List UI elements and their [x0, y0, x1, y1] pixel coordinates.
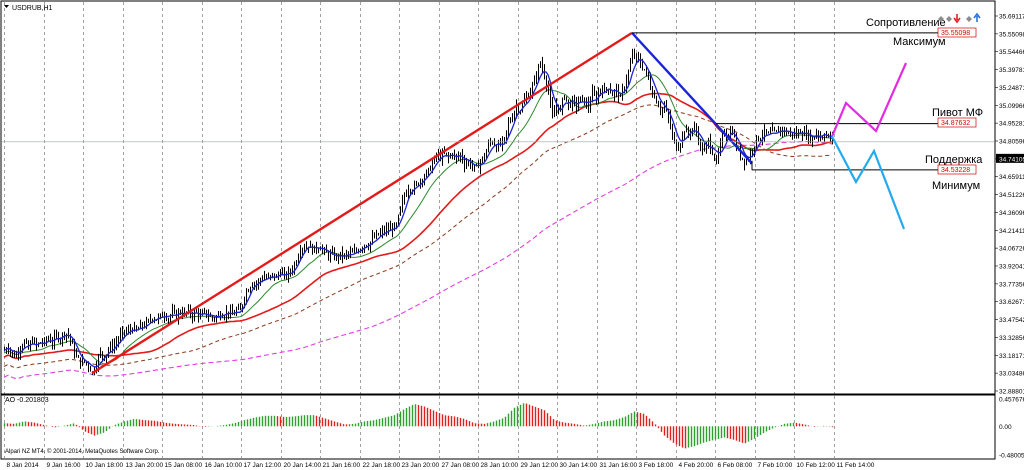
- time-tick-label: 11 Feb 14:00: [837, 462, 875, 469]
- time-tick-label: 6 Feb 08:00: [718, 462, 753, 469]
- ma-green-line: [3, 74, 833, 365]
- price-tick-label: 34.51226: [999, 192, 1024, 199]
- price-tick-label: 35.69117: [999, 14, 1024, 21]
- time-tick-label: 28 Jan 10:00: [481, 462, 519, 469]
- time-tick-label: 7 Feb 10:00: [758, 462, 793, 469]
- ma-red-line: [3, 92, 833, 360]
- time-tick-label: 4 Feb 20:00: [679, 462, 714, 469]
- price-tick-label: 35.54466: [999, 49, 1024, 56]
- main-window-border: [0, 0, 996, 395]
- awesome-oscillator: [3, 403, 834, 449]
- arrow-down-icon[interactable]: [953, 14, 961, 24]
- time-tick-label: 13 Jan 20:00: [126, 462, 164, 469]
- copyright-text: Alpari NZ MT4, © 2001-2014, MetaQuotes S…: [5, 448, 160, 455]
- price-tick-label: 34.65911: [999, 174, 1024, 181]
- price-tick-label: 34.36096: [999, 210, 1024, 217]
- price-tick-label: 34.80596: [999, 139, 1024, 146]
- level-box-resistance[interactable]: 35.55098: [937, 27, 977, 38]
- time-tick-label: 27 Jan 08:00: [442, 462, 480, 469]
- price-tick-label: 35.09966: [999, 103, 1024, 110]
- diamond-icon[interactable]: [946, 16, 952, 22]
- ma-brown-line: [3, 104, 833, 369]
- time-tick-label: 29 Jan 12:00: [521, 462, 559, 469]
- forecast-down-path: [831, 136, 906, 230]
- ao-tick-label: 0.00: [999, 424, 1012, 431]
- svg-text:35.55098: 35.55098: [941, 30, 970, 37]
- overlay-lines: [2, 31, 994, 375]
- axes: 8 Jan 2014 9 Jan 16:00 10 Jan 18:00 13 Jan …: [7, 14, 1024, 469]
- price-tick-label: 33.32856: [999, 335, 1024, 342]
- diamond-icon[interactable]: [966, 16, 972, 22]
- time-tick-label: 10 Jan 18:00: [86, 462, 124, 469]
- level-box-support[interactable]: 34.53228: [937, 164, 977, 175]
- resistance-label: Сопротивление: [866, 17, 946, 29]
- minimum-label: Минимум: [932, 180, 980, 192]
- svg-text:34.53228: 34.53228: [941, 167, 970, 174]
- time-tick-label: 21 Jan 16:00: [323, 462, 361, 469]
- time-tick-label: 9 Jan 16:00: [47, 462, 81, 469]
- time-tick-label: 16 Jan 10:00: [205, 462, 243, 469]
- price-tick-label: 35.39781: [999, 67, 1024, 74]
- price-tick-label: 34.95281: [999, 121, 1024, 128]
- price-tick-label: 35.55098: [999, 31, 1024, 38]
- time-tick-label: 17 Jan 12:00: [244, 462, 282, 469]
- time-tick-label: 10 Feb 12:00: [797, 462, 836, 469]
- time-tick-label: 3 Feb 18:00: [639, 462, 674, 469]
- symbol-title: USDRUB,H1: [12, 5, 53, 12]
- time-tick-label: 31 Jan 16:00: [600, 462, 638, 469]
- indicator-window-border: [0, 394, 996, 460]
- price-tick-label: 34.06726: [999, 246, 1024, 253]
- price-tick-label: 33.92041: [999, 264, 1024, 271]
- ma-magenta-line: [3, 141, 833, 380]
- price-tick-label: 33.77356: [999, 281, 1024, 288]
- ao-tick-label: 0.457676: [999, 397, 1024, 404]
- current-price-marker: [996, 153, 1024, 163]
- time-tick-label: 30 Jan 14:00: [560, 462, 598, 469]
- time-tick-label: 20 Jan 14:00: [284, 462, 322, 469]
- level-box-pivot[interactable]: 34.87632: [937, 117, 977, 128]
- time-tick-label: 23 Jan 20:00: [402, 462, 440, 469]
- price-tick-label: 33.03486: [999, 371, 1024, 378]
- diamond-icon[interactable]: [938, 16, 944, 22]
- moving-averages: [3, 74, 833, 380]
- price-tick-label: 34.21411: [999, 228, 1024, 235]
- time-tick-label: 22 Jan 18:00: [363, 462, 401, 469]
- arrow-up-icon[interactable]: [973, 12, 981, 22]
- support-label: Поддержка: [925, 154, 983, 166]
- pivot-label: Пивот МФ: [932, 107, 983, 119]
- time-tick-label: 15 Jan 08:00: [165, 462, 203, 469]
- ao-tick-label: -0.480052: [999, 453, 1024, 460]
- price-tick-label: 33.18171: [999, 353, 1024, 360]
- price-tick-label: 33.47542: [999, 317, 1024, 324]
- price-tick-label: 34.74105: [999, 156, 1024, 163]
- collapse-triangle-icon[interactable]: [4, 5, 9, 8]
- svg-text:34.87632: 34.87632: [941, 120, 970, 127]
- time-tick-label: 8 Jan 2014: [7, 462, 40, 469]
- uptrend-line: [91, 31, 633, 375]
- toolbar-icons: [938, 12, 981, 24]
- maximum-label: Максимум: [893, 36, 946, 48]
- price-tick-label: 33.62671: [999, 299, 1024, 306]
- price-tick-label: 32.88801: [999, 389, 1024, 396]
- indicator-title: AO -0.201803: [5, 397, 49, 404]
- forecast-up-path: [830, 62, 908, 137]
- price-tick-label: 35.24871: [999, 85, 1024, 92]
- ma-fast-line: [3, 59, 833, 368]
